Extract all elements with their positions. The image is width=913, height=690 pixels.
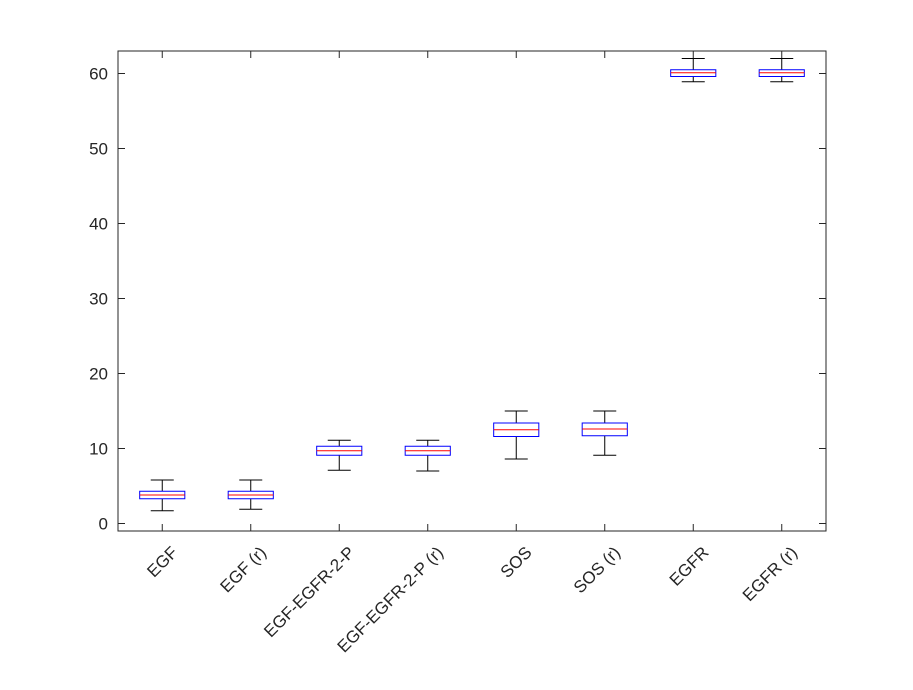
box-4	[493, 410, 540, 460]
plot-area	[118, 51, 826, 531]
y-tick-label: 40	[89, 215, 108, 234]
y-tick-label: 20	[89, 365, 108, 384]
x-tick-label: EGF	[143, 543, 181, 581]
y-tick-label: 0	[99, 515, 108, 534]
y-tick-label: 30	[89, 290, 108, 309]
y-tick-label: 10	[89, 440, 108, 459]
box-3	[404, 439, 451, 472]
box-6	[670, 58, 717, 83]
x-tick-label: EGF (r)	[217, 543, 270, 596]
x-tick-label: SOS	[497, 543, 536, 582]
y-axis: 0 10 20 30 40 50 60	[89, 65, 826, 534]
x-tick-label: SOS (r)	[570, 543, 624, 597]
boxes-layer	[139, 58, 805, 512]
box-2	[316, 439, 363, 471]
x-tick-label: EGFR	[666, 543, 713, 590]
box-0	[139, 479, 186, 512]
box-1	[227, 479, 274, 510]
x-tick-label: EGF-EGFR-2-P	[260, 543, 358, 641]
axes-frame	[117, 50, 827, 532]
box-7	[758, 58, 805, 83]
y-tick-label: 60	[89, 65, 108, 84]
y-tick-label: 50	[89, 140, 108, 159]
box-5	[581, 410, 628, 456]
x-tick-label: EGFR (r)	[739, 543, 801, 605]
